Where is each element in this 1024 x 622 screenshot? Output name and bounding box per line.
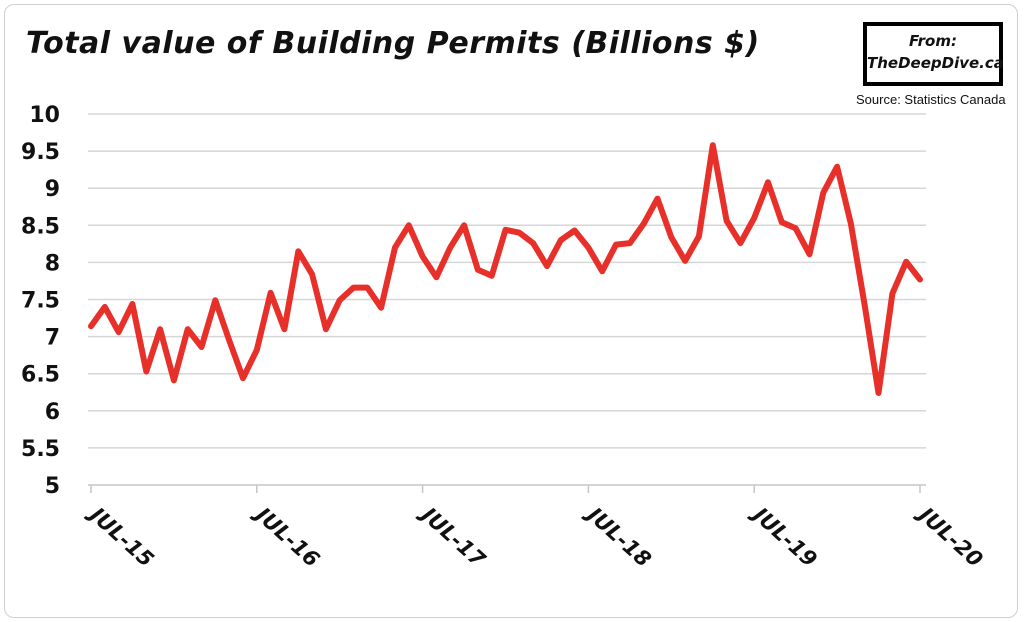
data-point: [682, 258, 688, 264]
data-point: [696, 233, 702, 239]
data-point: [613, 242, 619, 248]
x-tick-label: JUL-18: [580, 500, 656, 571]
y-tick-label: 7.5: [21, 289, 60, 314]
data-point: [281, 326, 287, 332]
data-point: [668, 234, 674, 240]
data-point: [737, 240, 743, 246]
x-tick-label: JUL-19: [746, 500, 822, 571]
data-point: [337, 297, 343, 303]
data-point: [572, 227, 578, 233]
data-point: [378, 305, 384, 311]
data-point: [364, 285, 370, 291]
plot-area: [88, 142, 923, 396]
x-axis: JUL-15 JUL-16 JUL-17 JUL-18 JUL-19 JUL-20: [83, 484, 988, 572]
data-point: [309, 271, 315, 277]
data-point: [392, 245, 398, 251]
data-point: [212, 297, 218, 303]
chart-card: [4, 4, 1018, 618]
data-point: [461, 222, 467, 228]
badge-site-label: TheDeepDive.ca: [867, 54, 1004, 72]
data-point: [116, 329, 122, 335]
x-tick-label: JUL-16: [248, 500, 324, 571]
data-point: [806, 251, 812, 257]
data-point: [323, 326, 329, 332]
badge-from-label: From:: [909, 32, 957, 50]
data-point: [599, 268, 605, 274]
data-point: [102, 304, 108, 310]
data-point: [185, 326, 191, 332]
x-tick-label: JUL-15: [83, 500, 159, 571]
y-tick-label: 8.5: [21, 214, 60, 239]
data-point: [710, 142, 716, 148]
data-point: [862, 302, 868, 308]
data-point: [199, 344, 205, 350]
data-point: [834, 164, 840, 170]
data-point: [157, 326, 163, 332]
data-point: [917, 276, 923, 282]
data-point: [295, 248, 301, 254]
x-tick-label: JUL-17: [414, 500, 490, 572]
data-point: [544, 263, 550, 269]
data-point: [406, 222, 412, 228]
data-point: [876, 390, 882, 396]
source-badge: From: TheDeepDive.ca: [863, 22, 1004, 86]
data-point: [654, 196, 660, 202]
data-point: [351, 285, 357, 291]
data-point: [516, 230, 522, 236]
series-line: [88, 142, 923, 396]
data-point: [889, 291, 895, 297]
data-point: [433, 274, 439, 280]
chart-title: Total value of Building Permits (Billion…: [26, 26, 760, 61]
data-point: [489, 273, 495, 279]
data-point: [779, 219, 785, 225]
data-point: [171, 377, 177, 383]
data-point: [585, 245, 591, 251]
data-point: [530, 240, 536, 246]
y-tick-label: 6.5: [21, 363, 60, 388]
y-axis: 5 5.5 6 6.5 7 7.5 8 8.5 9 9.5 10: [21, 103, 60, 499]
data-point: [88, 323, 94, 329]
y-tick-label: 10: [29, 103, 60, 128]
y-tick-label: 9: [45, 177, 60, 202]
y-tick-label: 5: [45, 474, 60, 499]
data-point: [724, 218, 730, 224]
data-point: [627, 240, 633, 246]
source-note: Source: Statistics Canada: [856, 92, 1006, 107]
data-point: [765, 179, 771, 185]
data-point: [447, 245, 453, 251]
x-tick-label: JUL-20: [912, 500, 988, 571]
data-point: [793, 225, 799, 231]
data-point: [503, 227, 508, 233]
data-point: [254, 347, 260, 353]
y-tick-label: 7: [45, 326, 60, 351]
data-point: [475, 267, 481, 273]
y-tick-label: 6: [45, 400, 60, 425]
data-point: [820, 190, 826, 196]
gridlines: [88, 113, 926, 449]
data-point: [129, 301, 135, 307]
data-point: [226, 337, 232, 343]
data-point: [268, 290, 274, 296]
data-point: [848, 221, 854, 227]
data-point: [240, 375, 246, 381]
data-point: [420, 253, 426, 259]
y-tick-label: 9.5: [21, 140, 60, 165]
data-point: [903, 259, 909, 265]
data-point: [751, 215, 757, 221]
data-point: [641, 221, 647, 227]
data-point: [143, 368, 149, 374]
y-tick-label: 8: [45, 251, 60, 276]
data-point: [558, 237, 564, 243]
y-tick-label: 5.5: [21, 437, 60, 462]
